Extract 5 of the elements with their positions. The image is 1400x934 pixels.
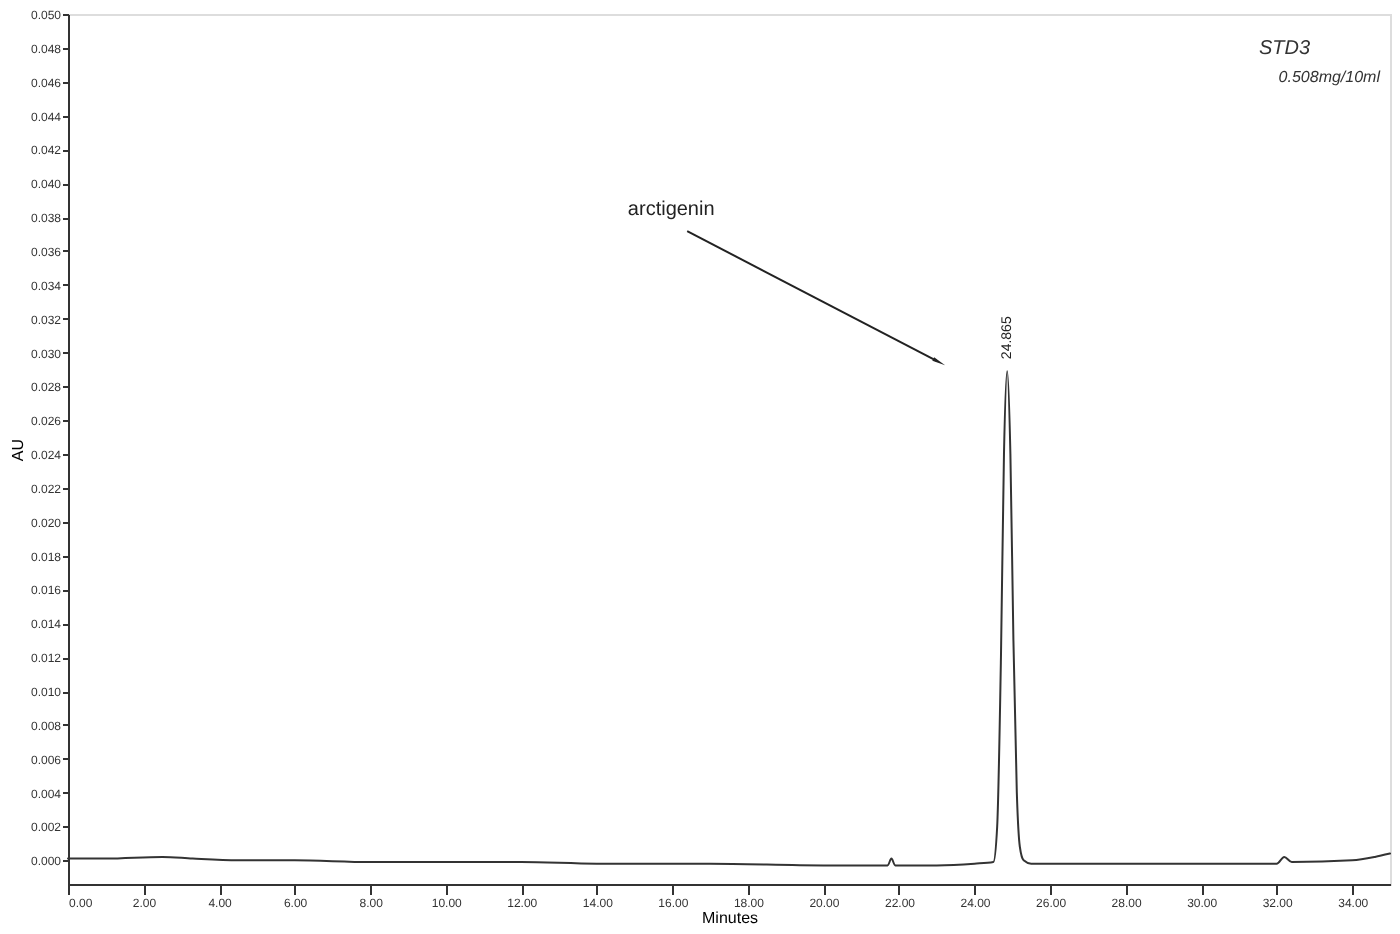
annotation: STD3 xyxy=(1258,38,1311,60)
annotation: 0.508mg/10ml xyxy=(1278,68,1381,86)
x-axis-title: Minutes xyxy=(701,909,759,927)
y-axis-title: AU xyxy=(8,438,27,462)
annotation: arctigenin xyxy=(627,199,715,222)
